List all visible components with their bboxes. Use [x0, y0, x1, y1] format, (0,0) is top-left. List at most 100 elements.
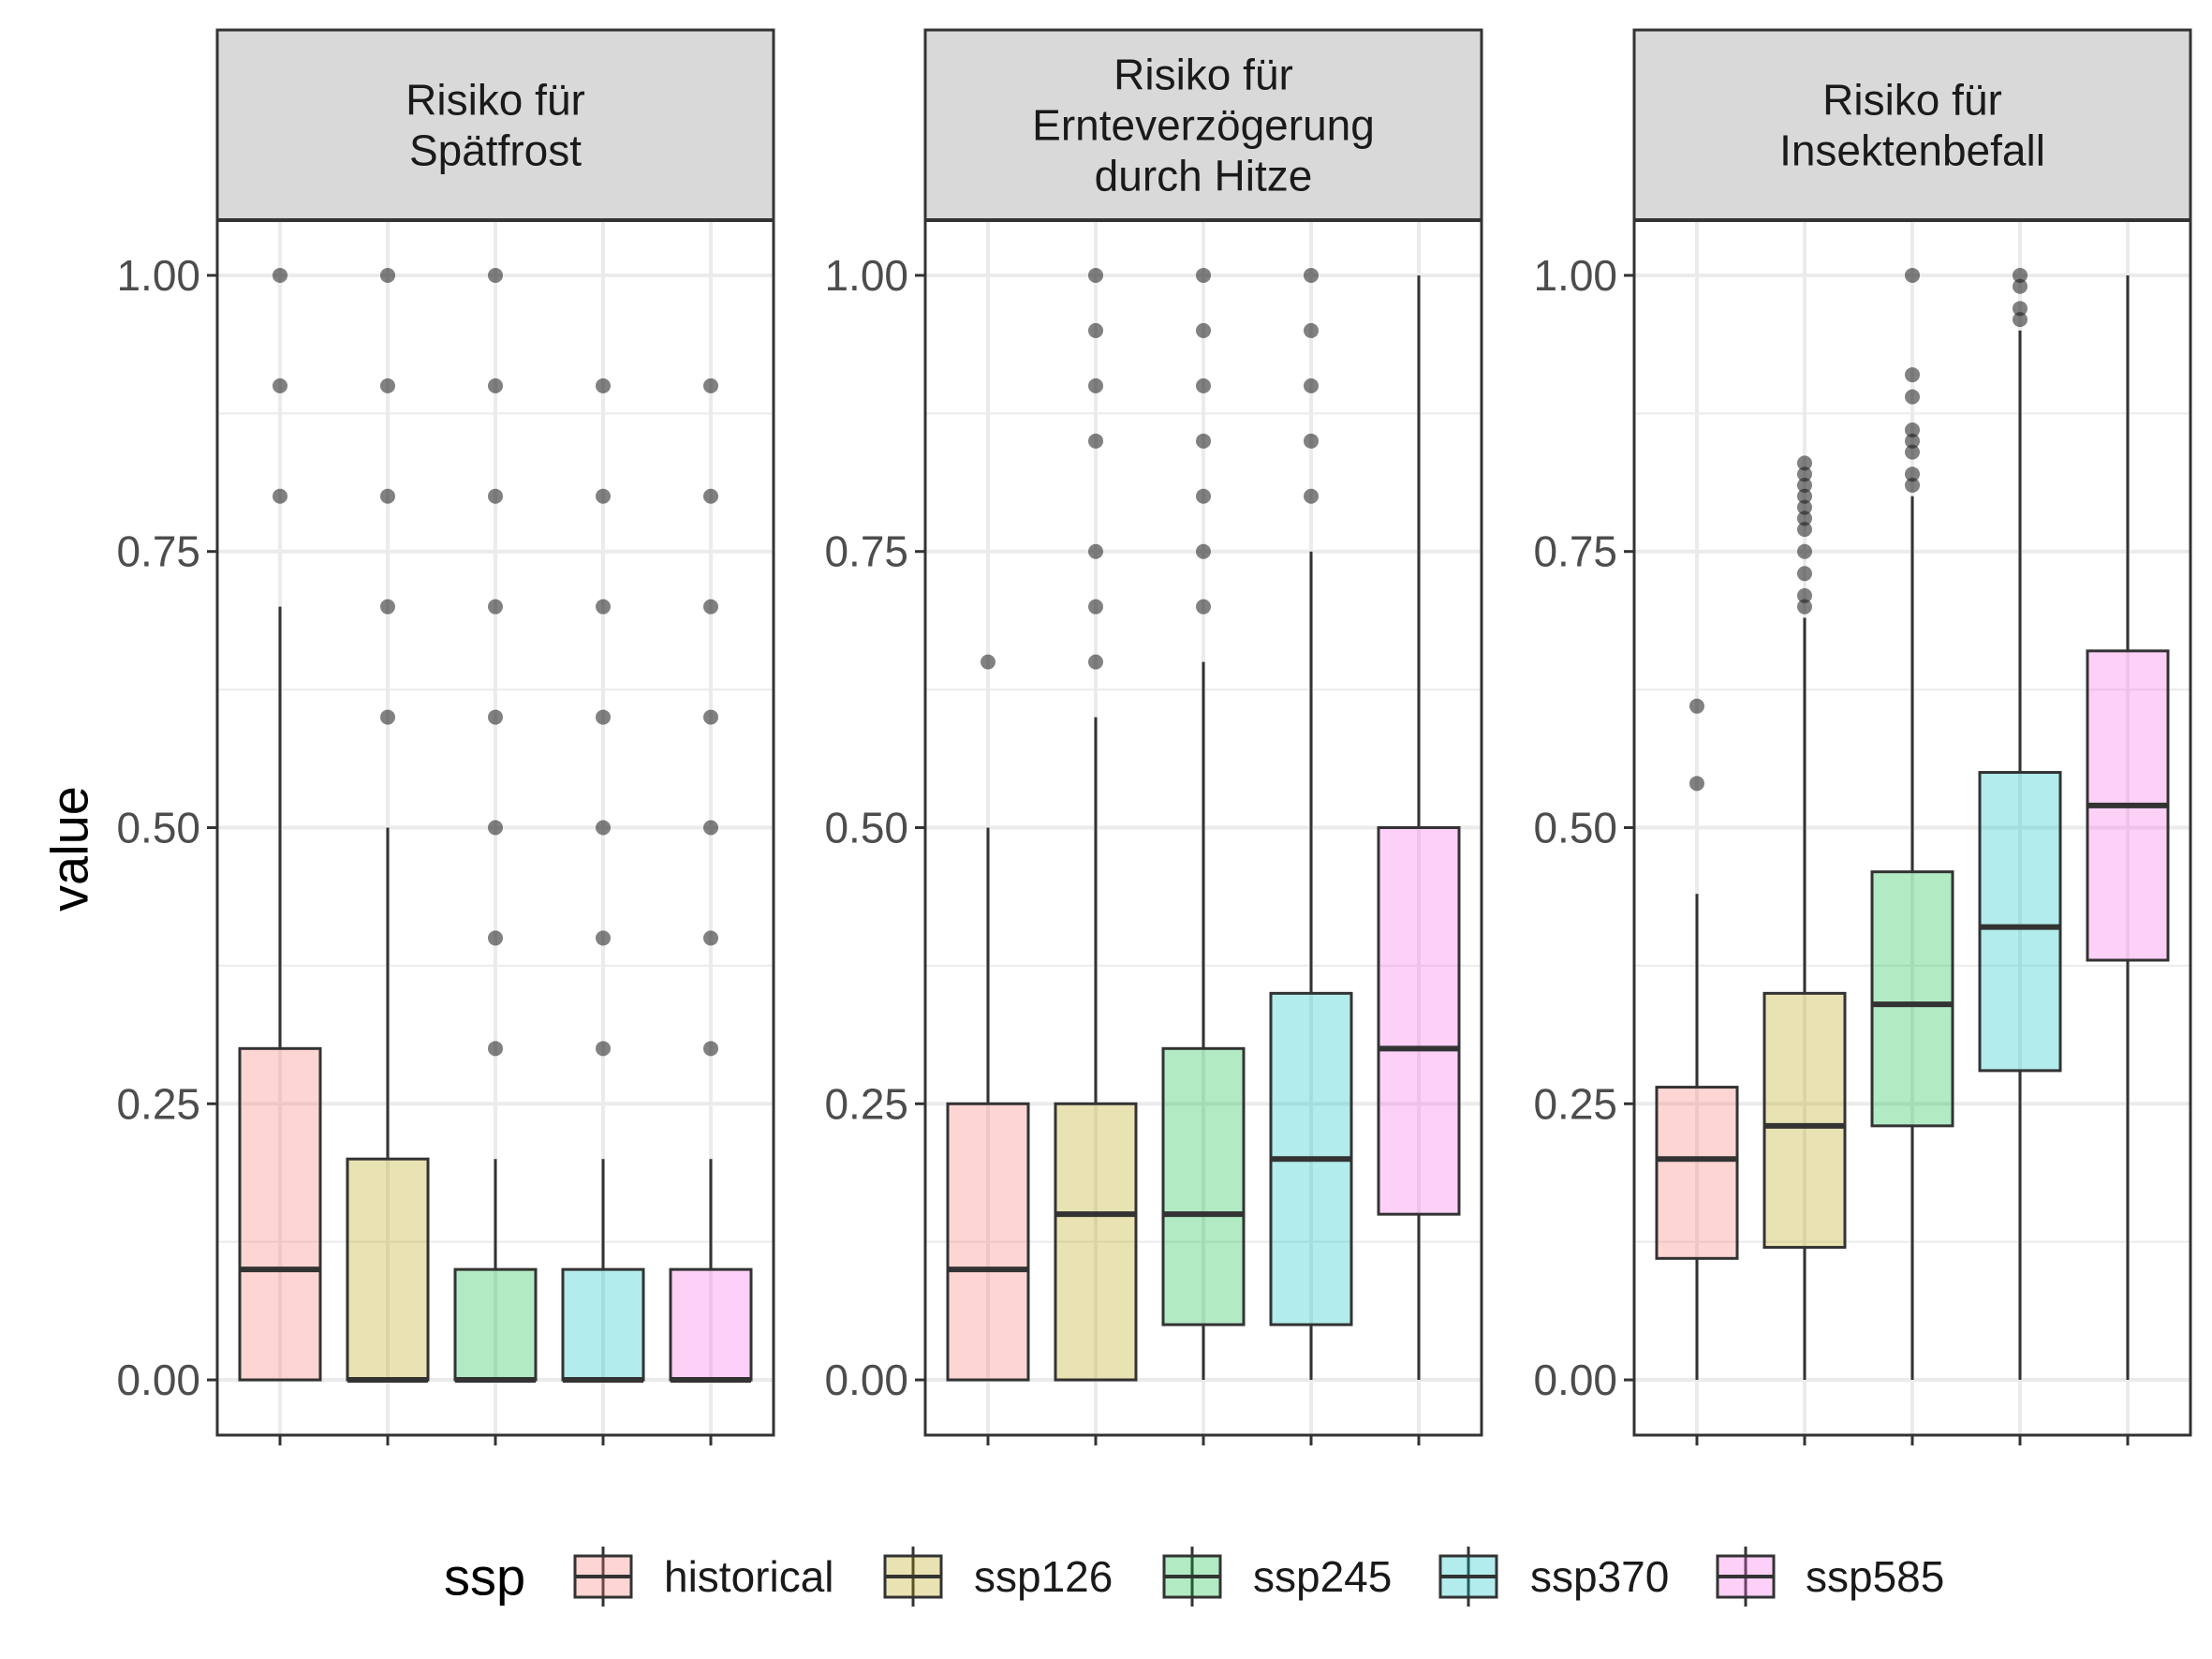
outlier-point: [380, 267, 395, 283]
outlier-point: [1304, 378, 1319, 393]
outlier-point: [488, 488, 503, 504]
box-iqr: [1655, 1086, 1739, 1260]
outlier-point: [1088, 599, 1103, 615]
box-historical: [946, 654, 1030, 1382]
box-ssp370: [1978, 267, 2062, 1381]
outlier-point: [2013, 267, 2028, 283]
y-axis-title: value: [40, 786, 99, 911]
outlier-point: [1905, 467, 1920, 482]
outlier-point: [703, 930, 718, 946]
facet-title-line: Insektenbefall: [1779, 126, 2045, 175]
facet-title-line: Risiko für: [1113, 51, 1293, 99]
outlier-point: [1905, 477, 1920, 493]
y-tick-label: 0.50: [1533, 804, 1617, 852]
box-ssp585: [1377, 274, 1461, 1381]
y-tick-label: 0.75: [824, 527, 908, 576]
outlier-point: [2013, 301, 2028, 317]
outlier-point: [1797, 522, 1812, 538]
outlier-point: [488, 820, 503, 836]
legend-item-ssp585: ssp585: [1716, 1547, 1944, 1607]
y-tick-label: 1.00: [824, 251, 908, 300]
outlier-point: [1797, 511, 1812, 526]
outlier-point: [703, 488, 718, 504]
box-iqr: [669, 1267, 753, 1382]
outlier-point: [1797, 488, 1812, 504]
outlier-point: [488, 709, 503, 725]
outlier-point: [273, 267, 288, 283]
facet-title-line: Risiko für: [406, 76, 585, 125]
legend-label: ssp126: [974, 1552, 1113, 1601]
outlier-point: [1797, 467, 1812, 482]
outlier-point: [1304, 488, 1319, 504]
facet-title-line: durch Hitze: [1095, 152, 1313, 200]
box-iqr: [346, 1157, 430, 1382]
y-tick-label: 0.50: [824, 804, 908, 852]
facet-title-line: Risiko für: [1822, 76, 2002, 125]
legend-title: ssp: [444, 1548, 525, 1607]
y-tick-label: 0.75: [1533, 527, 1617, 576]
legend-label: ssp370: [1530, 1552, 1669, 1601]
outlier-point: [1304, 267, 1319, 283]
outlier-point: [380, 378, 395, 393]
outlier-point: [596, 378, 611, 393]
box-ssp126: [1054, 267, 1138, 1382]
box-ssp585: [2086, 274, 2170, 1381]
outlier-point: [1905, 367, 1920, 383]
outlier-point: [1797, 566, 1812, 582]
y-tick-label: 1.00: [116, 251, 200, 300]
facet-strip: [1632, 28, 2192, 222]
box-ssp245: [1870, 267, 1954, 1381]
outlier-point: [488, 378, 503, 393]
box-historical: [238, 267, 322, 1382]
outlier-point: [1196, 378, 1211, 393]
y-tick-label: 1.00: [1533, 251, 1617, 300]
outlier-point: [1689, 698, 1704, 714]
outlier-point: [1088, 378, 1103, 393]
box-ssp126: [346, 267, 430, 1384]
outlier-point: [596, 820, 611, 836]
outlier-point: [488, 1041, 503, 1057]
outlier-point: [703, 1041, 718, 1057]
outlier-point: [596, 488, 611, 504]
outlier-point: [1196, 488, 1211, 504]
legend-label: historical: [664, 1552, 834, 1601]
box-ssp370: [1269, 267, 1353, 1381]
outlier-point: [1196, 267, 1211, 283]
outlier-point: [703, 378, 718, 393]
facet-strip: [215, 28, 775, 222]
y-tick-label: 0.25: [116, 1079, 200, 1128]
legend-label: ssp585: [1806, 1552, 1944, 1601]
outlier-point: [596, 709, 611, 725]
outlier-point: [380, 599, 395, 615]
outlier-point: [1905, 267, 1920, 283]
box-ssp585: [669, 378, 753, 1384]
box-iqr: [1054, 1102, 1138, 1382]
outlier-point: [2013, 312, 2028, 328]
outlier-point: [1797, 455, 1812, 471]
legend-item-ssp370: ssp370: [1438, 1547, 1669, 1607]
outlier-point: [1088, 543, 1103, 559]
box-ssp126: [1762, 455, 1847, 1381]
box-iqr: [453, 1267, 538, 1382]
y-tick-label: 0.00: [116, 1355, 200, 1404]
outlier-point: [1088, 267, 1103, 283]
box-iqr: [1161, 1046, 1246, 1326]
legend: ssp historical ssp126 ssp245 ssp370 ssp585: [444, 1547, 1944, 1607]
outlier-point: [1797, 499, 1812, 515]
y-tick-label: 0.25: [824, 1079, 908, 1128]
outlier-point: [1905, 444, 1920, 460]
outlier-point: [596, 599, 611, 615]
outlier-point: [596, 930, 611, 946]
outlier-point: [703, 709, 718, 725]
y-tick-label: 0.50: [116, 804, 200, 852]
outlier-point: [1088, 433, 1103, 449]
facet-title-line: Spätfrost: [409, 126, 582, 175]
box-iqr: [1978, 771, 2062, 1073]
y-tick-label: 0.00: [824, 1355, 908, 1404]
legend-item-ssp126: ssp126: [883, 1547, 1113, 1607]
outlier-point: [488, 599, 503, 615]
